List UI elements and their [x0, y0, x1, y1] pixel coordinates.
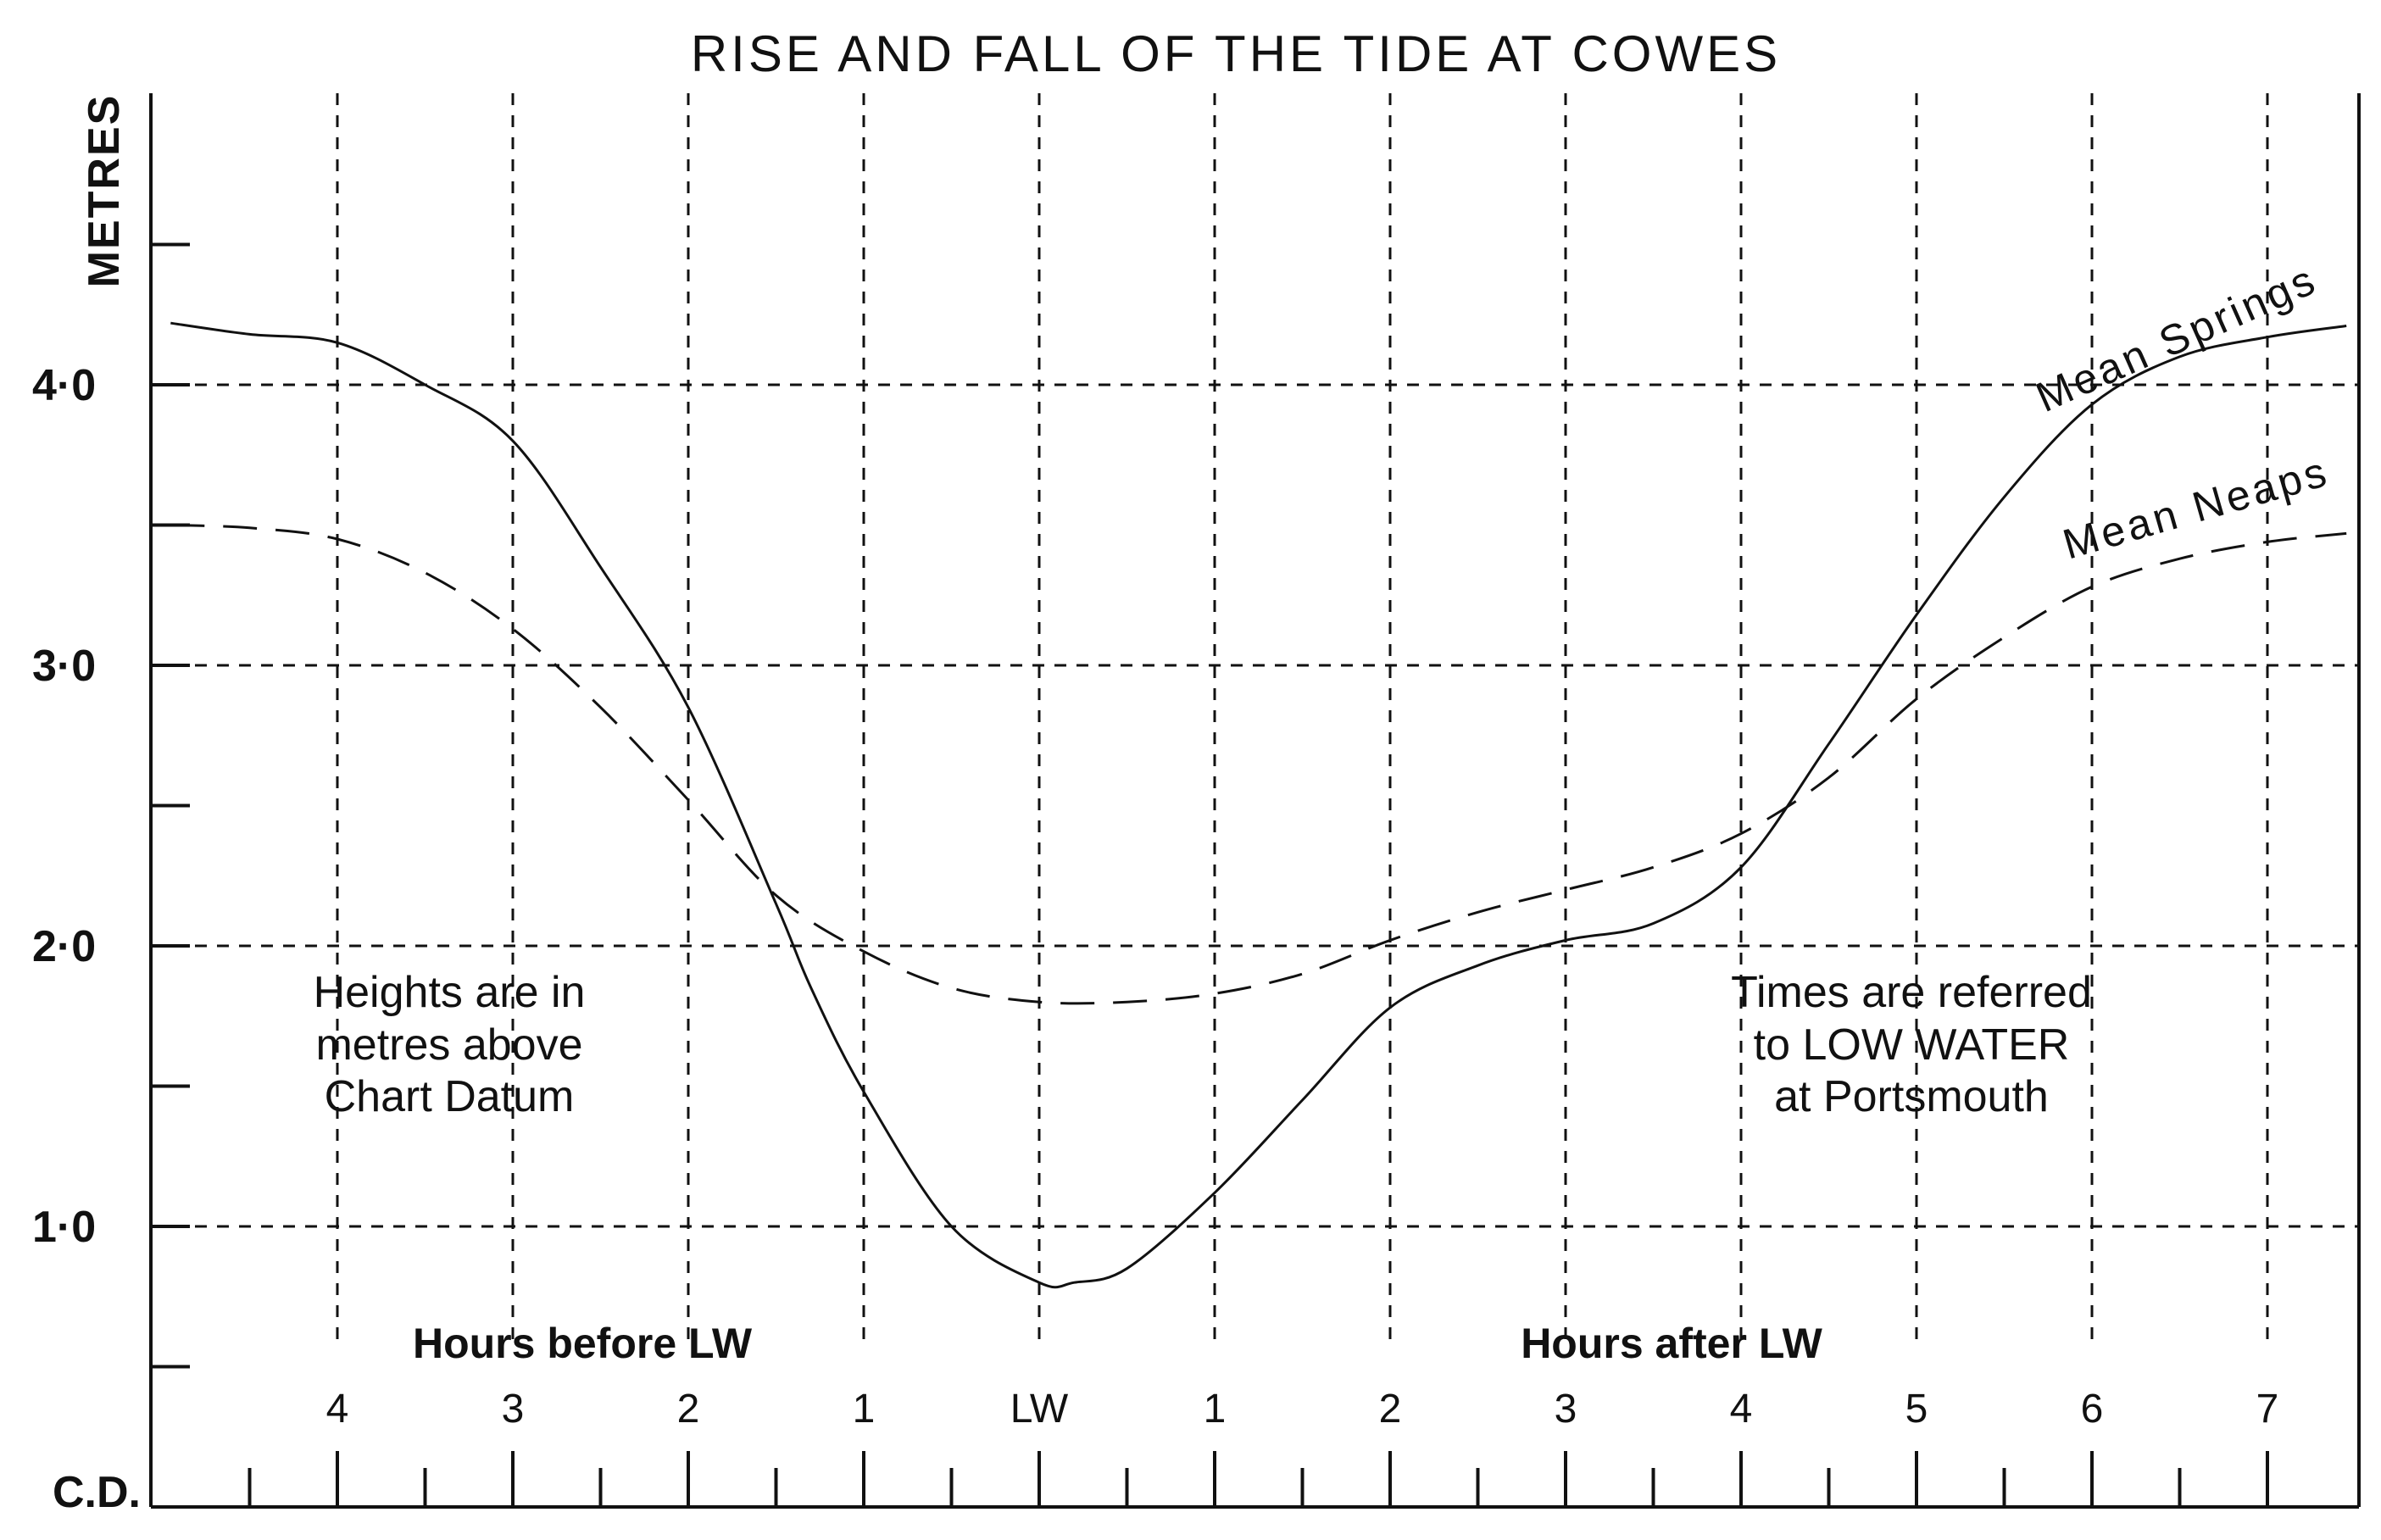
x-tick-label: 3: [502, 1387, 525, 1432]
right-note-line-3: at Portsmouth: [1774, 1072, 2049, 1121]
x-tick-label: 4: [326, 1387, 349, 1432]
y-tick-label: 3·0: [32, 642, 96, 691]
series-lines: [170, 321, 2347, 1289]
left-note-line-1: Heights are in: [314, 968, 586, 1017]
x-tick-label: 4: [1730, 1387, 1753, 1432]
series-label-springs: Mean Springs: [2029, 255, 2324, 421]
x-tick-label: 5: [1905, 1387, 1928, 1432]
right-note: Times are referred to LOW WATER at Ports…: [1731, 968, 2092, 1121]
series-line-mean-neaps: [170, 524, 2347, 1005]
series-label-neaps: Mean Neaps: [2058, 448, 2334, 569]
x-axis-ticks: 4 3 2 1 LW 1 2 3 4 5 6 7: [248, 1387, 2279, 1507]
x-tick-label: 1: [1204, 1387, 1227, 1432]
axes: [149, 93, 2361, 1509]
right-note-line-2: to LOW WATER: [1754, 1020, 2070, 1070]
y-tick-label: 4·0: [32, 361, 96, 410]
baseline-label: C.D.: [53, 1468, 141, 1517]
right-note-line-1: Times are referred: [1731, 968, 2092, 1017]
grid-lines: [151, 93, 2359, 1348]
y-axis-title: METRES: [80, 94, 129, 288]
x-group-label-after: Hours after LW: [1521, 1320, 1822, 1367]
series-line-mean-springs: [170, 321, 2347, 1289]
x-tick-label: 2: [677, 1387, 700, 1432]
left-note-line-2: metres above: [315, 1020, 582, 1070]
x-tick-label: 2: [1379, 1387, 1402, 1432]
y-tick-label: 2·0: [32, 922, 96, 971]
x-tick-label: 6: [2081, 1387, 2104, 1432]
x-tick-label: 3: [1555, 1387, 1577, 1432]
x-group-label-before: Hours before LW: [413, 1320, 753, 1367]
x-tick-label: LW: [1010, 1387, 1069, 1432]
y-tick-label: 1·0: [32, 1203, 96, 1252]
chart-title: RISE AND FALL OF THE TIDE AT COWES: [691, 25, 1781, 82]
y-axis-ticks: 4·0 3·0 2·0 1·0: [32, 242, 190, 1369]
left-note: Heights are in metres above Chart Datum: [314, 968, 586, 1121]
x-tick-label: 7: [2256, 1387, 2279, 1432]
x-tick-label: 1: [853, 1387, 876, 1432]
left-note-line-3: Chart Datum: [325, 1072, 575, 1121]
